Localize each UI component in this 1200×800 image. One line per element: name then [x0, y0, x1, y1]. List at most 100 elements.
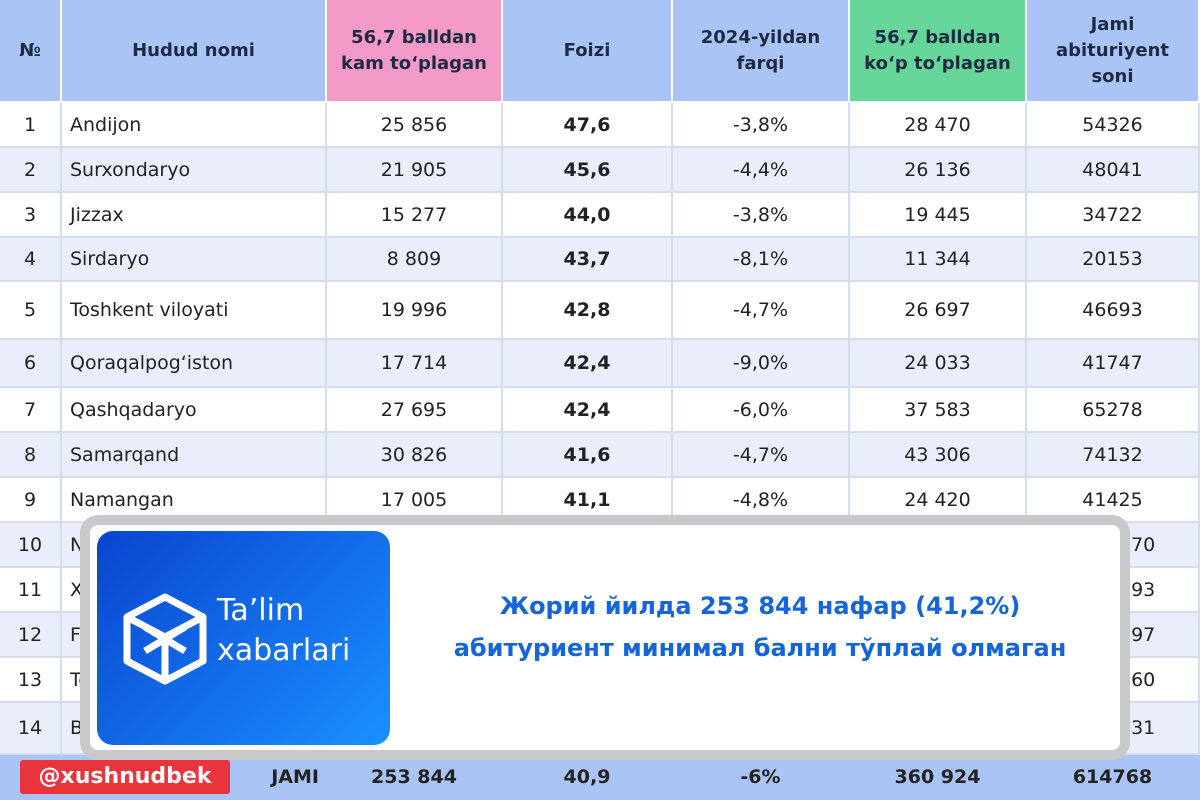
cell-text: 4 [23, 248, 37, 270]
table-cell: 1 [0, 103, 62, 148]
header-text: abituriyent [1055, 39, 1170, 61]
logo: Ta’lim xabarlari [97, 531, 390, 745]
cell-text: 28 470 [904, 113, 971, 136]
table-cell: 5 [0, 282, 62, 340]
cell-text: 8 809 [386, 248, 442, 270]
table-cell: -6,0% [673, 388, 850, 433]
cell-text: -8,1% [732, 248, 789, 270]
cell-text: 46693 [1082, 299, 1143, 321]
total-text: JAMI [271, 765, 319, 788]
header-text: soni [1091, 65, 1134, 87]
cell-text: 25 856 [380, 113, 448, 136]
table-cell: -3,8% [673, 103, 850, 148]
cell-text: -4,4% [732, 158, 789, 181]
header-text: 56,7 balldan [351, 26, 477, 48]
table-cell: 3 [0, 193, 62, 238]
logo-line: Ta’lim [217, 593, 305, 628]
cell-text: 74132 [1082, 443, 1143, 466]
total-cell: 614768 [1027, 755, 1200, 800]
header-text: kam to‘plagan [341, 52, 487, 74]
cell-text: -9,0% [732, 352, 789, 374]
logo-icon [123, 593, 207, 685]
table-cell: 34722 [1027, 193, 1200, 238]
cell-text: 41425 [1082, 488, 1143, 511]
cell-text: -4,7% [732, 443, 789, 466]
table-cell: Sirdaryo [62, 238, 327, 282]
cell-text: 45,6 [563, 158, 611, 181]
table-cell: 26 136 [850, 148, 1027, 193]
header-cell: Hudud nomi [62, 0, 327, 103]
table-cell: 43 306 [850, 433, 1027, 478]
header-cell: 56,7 balldan ko‘p to‘plagan [850, 0, 1027, 103]
table-cell: 37 583 [850, 388, 1027, 433]
table-cell: 14 [0, 703, 62, 755]
table-cell: 44,0 [503, 193, 673, 238]
cell-text: 65278 [1082, 398, 1143, 421]
cell-text: 41,6 [563, 443, 611, 466]
table-cell: 12 [0, 613, 62, 658]
cell-text: 15 277 [380, 203, 448, 226]
table-cell: Qashqadaryo [62, 388, 327, 433]
cell-text: 19 996 [380, 299, 448, 321]
cell-text: Sirdaryo [70, 248, 150, 270]
table-cell: 11 [0, 568, 62, 613]
header-text: 2024-yildan [700, 26, 821, 48]
table-cell: 19 996 [327, 282, 503, 340]
table-cell: Andijon [62, 103, 327, 148]
header-text: № [19, 39, 41, 61]
table-cell: 20153 [1027, 238, 1200, 282]
table-cell: 25 856 [327, 103, 503, 148]
table-cell: 17 714 [327, 340, 503, 388]
table-cell: Qoraqalpog‘iston [62, 340, 327, 388]
table-cell: 26 697 [850, 282, 1027, 340]
cell-text: 26 697 [904, 299, 971, 321]
table-cell: 47,6 [503, 103, 673, 148]
cell-text: 19 445 [904, 203, 971, 226]
table-cell: -4,7% [673, 433, 850, 478]
cell-text: 54326 [1082, 113, 1143, 136]
table-cell: 65278 [1027, 388, 1200, 433]
cell-text: 41,1 [563, 488, 611, 511]
cell-text: 3 [23, 203, 37, 226]
table-cell: 41747 [1027, 340, 1200, 388]
cell-text: -6,0% [732, 398, 789, 421]
total-text: 614768 [1072, 765, 1153, 788]
total-cell: 40,9 [503, 755, 673, 800]
table-cell: 45,6 [503, 148, 673, 193]
table-cell: Jizzax [62, 193, 327, 238]
cell-text: -3,8% [732, 203, 789, 226]
header-text: Hudud nomi [132, 39, 255, 61]
total-cell: -6% [673, 755, 850, 800]
table-cell: 46693 [1027, 282, 1200, 340]
table-cell: 7 [0, 388, 62, 433]
cell-text: 14 [17, 717, 43, 739]
table-cell: 74132 [1027, 433, 1200, 478]
cell-text: Andijon [70, 113, 142, 136]
headline: Жорий йилда 253 844 нафар (41,2%) абитури… [400, 585, 1120, 669]
cell-text: -3,8% [732, 113, 789, 136]
header-text: farqi [736, 52, 785, 74]
cell-text: 26 136 [904, 158, 971, 181]
cell-text: 30 826 [380, 443, 448, 466]
table-cell: 13 [0, 658, 62, 703]
table-cell: 43,7 [503, 238, 673, 282]
cell-text: -4,7% [732, 299, 789, 321]
cell-text: Qoraqalpog‘iston [70, 352, 234, 374]
header-text: 56,7 balldan [874, 26, 1001, 48]
cell-text: 24 033 [904, 352, 971, 374]
table-cell: 9 [0, 478, 62, 523]
cell-text: 20153 [1082, 248, 1143, 270]
header-cell: 56,7 balldan kam to‘plagan [327, 0, 503, 103]
cell-text: 34722 [1082, 203, 1143, 226]
total-text: 360 924 [894, 765, 981, 788]
logo-line: xabarlari [217, 633, 351, 668]
cell-text: 9 [23, 488, 37, 511]
header-cell: № [0, 0, 62, 103]
total-cell: 360 924 [850, 755, 1027, 800]
cell-text: 5 [23, 299, 37, 321]
table-cell: 24 033 [850, 340, 1027, 388]
cell-text: 2 [23, 158, 37, 181]
table-cell: 28 470 [850, 103, 1027, 148]
table-cell: 8 [0, 433, 62, 478]
header-text: Jami [1090, 13, 1135, 35]
